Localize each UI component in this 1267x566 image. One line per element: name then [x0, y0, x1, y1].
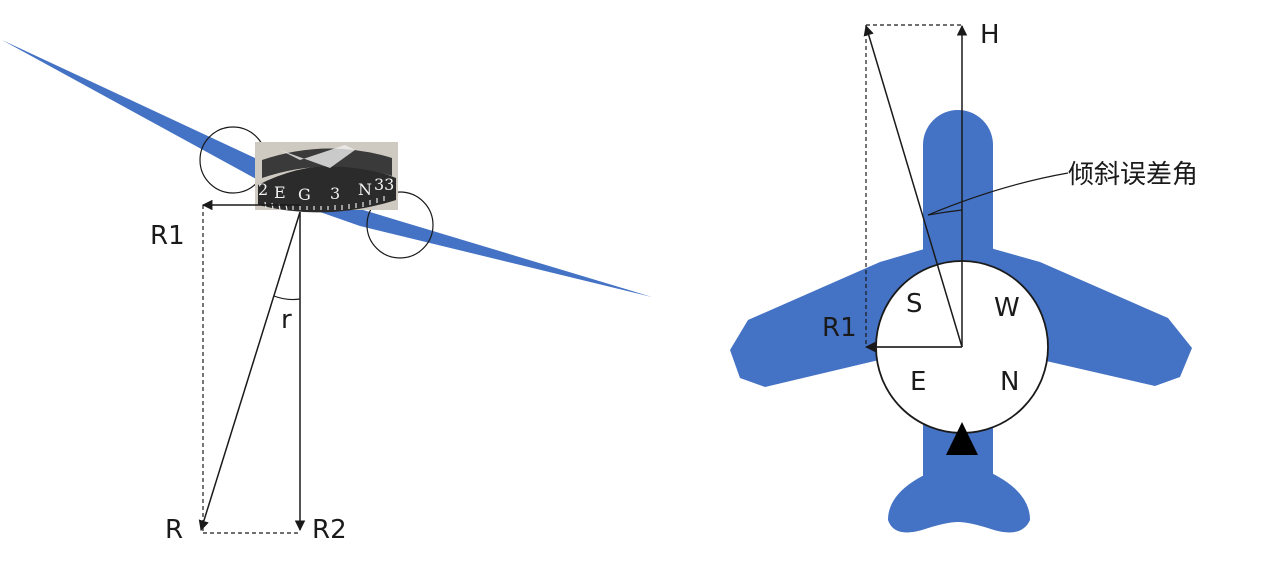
left-figure: 2 E G 3 N 33 R1 r R R2 [2, 40, 652, 545]
dial-label-33: 33 [374, 175, 394, 194]
label-r: R [165, 515, 183, 545]
label-h: H [980, 20, 1000, 50]
dial-label-3: 3 [330, 184, 340, 203]
compass-letter-w: W [994, 293, 1020, 323]
angle-r-arc [273, 295, 301, 301]
triangle-up-icon [946, 422, 978, 455]
label-r2: R2 [312, 515, 347, 545]
dial-label-n: N [358, 180, 372, 199]
dial-label-g: G [298, 185, 311, 204]
right-wingtip-circle [366, 191, 434, 259]
label-r1-right: R1 [822, 313, 857, 343]
dial-label-e: E [274, 183, 286, 202]
compass-letter-e: E [910, 367, 926, 397]
compass-card-photo: 2 E G 3 N 33 [255, 142, 398, 213]
compass-scale-ticks [264, 196, 385, 211]
label-tilt-error-angle: 倾斜误差角 [1068, 160, 1198, 190]
compass-letter-s: S [906, 289, 923, 319]
right-figure: S W E N H R1 倾斜误差角 [730, 20, 1198, 533]
right-wing-shape [300, 200, 652, 297]
label-angle-r: r [281, 305, 292, 335]
dial-label-2: 2 [258, 180, 268, 199]
label-r1-left: R1 [150, 221, 185, 251]
resultant-vector-arrow [863, 24, 963, 348]
tilt-error-leader-line [927, 172, 1069, 216]
tilt-error-angle-arc [927, 209, 963, 216]
compass-letter-n: N [1000, 367, 1019, 397]
r-vector-arrow [198, 211, 301, 532]
